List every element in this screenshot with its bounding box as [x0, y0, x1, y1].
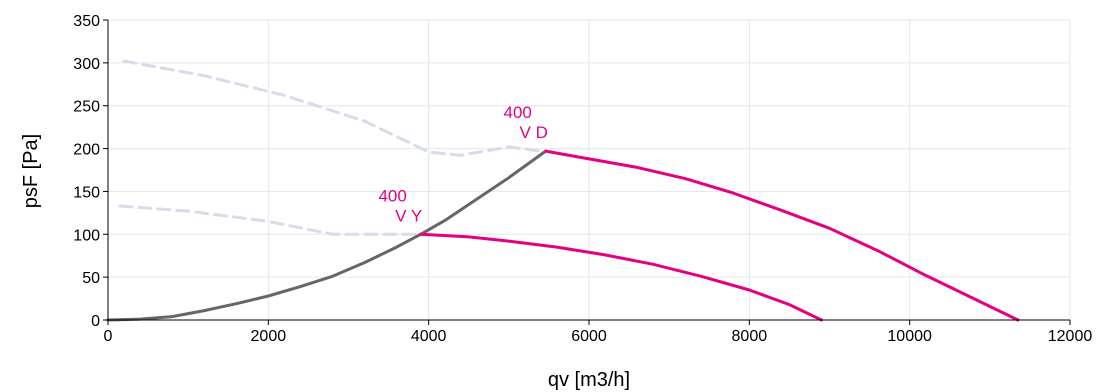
y-tick-label: 250 [73, 99, 100, 116]
grid-lines [108, 19, 1071, 320]
curve-4 [419, 232, 823, 322]
annotation-size: 400 [504, 103, 532, 122]
annotation-connection: V D [520, 123, 548, 142]
x-axis-label: qv [m3/h] [548, 369, 630, 391]
x-tick-label: 8000 [732, 328, 768, 345]
x-tick-label: 2000 [251, 328, 287, 345]
x-tick-label: 10000 [887, 328, 932, 345]
y-axis-label: psF [Pa] [20, 134, 42, 208]
y-tick-label: 150 [73, 184, 100, 201]
curve-3 [544, 149, 1020, 322]
x-tick-label: 4000 [411, 328, 447, 345]
y-tick-label: 200 [73, 142, 100, 159]
annotation-connection: V Y [395, 206, 422, 225]
curve-2 [106, 149, 548, 322]
axes [103, 19, 1071, 325]
y-tick-label: 100 [73, 227, 100, 244]
dashed-curve-1 [118, 204, 423, 236]
dashed-curve-0 [122, 59, 543, 157]
series-layer [106, 59, 1020, 322]
y-tick-label: 50 [82, 270, 100, 287]
tick-labels: 0 2000 4000 6000 8000 10000 12000 0 50 100 150 200 2… [73, 13, 1092, 345]
y-tick-label: 0 [91, 313, 100, 330]
y-tick-label: 350 [73, 13, 100, 30]
annotation-size: 400 [378, 186, 406, 205]
x-tick-label: 12000 [1048, 328, 1093, 345]
x-tick-label: 0 [104, 328, 113, 345]
y-tick-label: 300 [73, 56, 100, 73]
x-tick-label: 6000 [571, 328, 607, 345]
